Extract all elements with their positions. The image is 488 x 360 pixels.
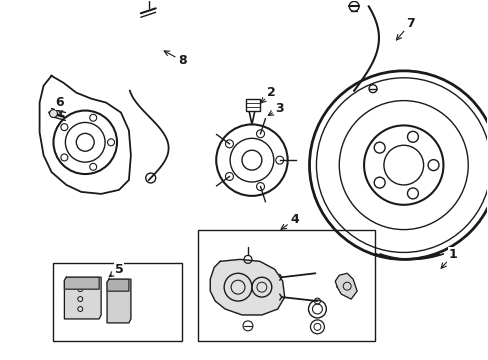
Text: 6: 6 xyxy=(55,96,63,114)
Text: 8: 8 xyxy=(164,51,186,67)
Polygon shape xyxy=(64,277,101,319)
Polygon shape xyxy=(210,260,284,315)
Polygon shape xyxy=(107,279,129,291)
Polygon shape xyxy=(107,279,131,323)
Circle shape xyxy=(348,1,358,11)
Text: 3: 3 xyxy=(268,102,284,116)
Text: 2: 2 xyxy=(260,86,276,103)
Text: 5: 5 xyxy=(109,263,123,277)
Bar xyxy=(198,230,374,341)
Polygon shape xyxy=(335,273,356,299)
Polygon shape xyxy=(64,277,99,289)
Circle shape xyxy=(49,109,57,117)
Bar xyxy=(245,99,259,111)
Text: 7: 7 xyxy=(396,17,414,40)
Bar xyxy=(53,264,182,341)
Text: 4: 4 xyxy=(281,213,298,229)
Text: 1: 1 xyxy=(440,248,457,268)
